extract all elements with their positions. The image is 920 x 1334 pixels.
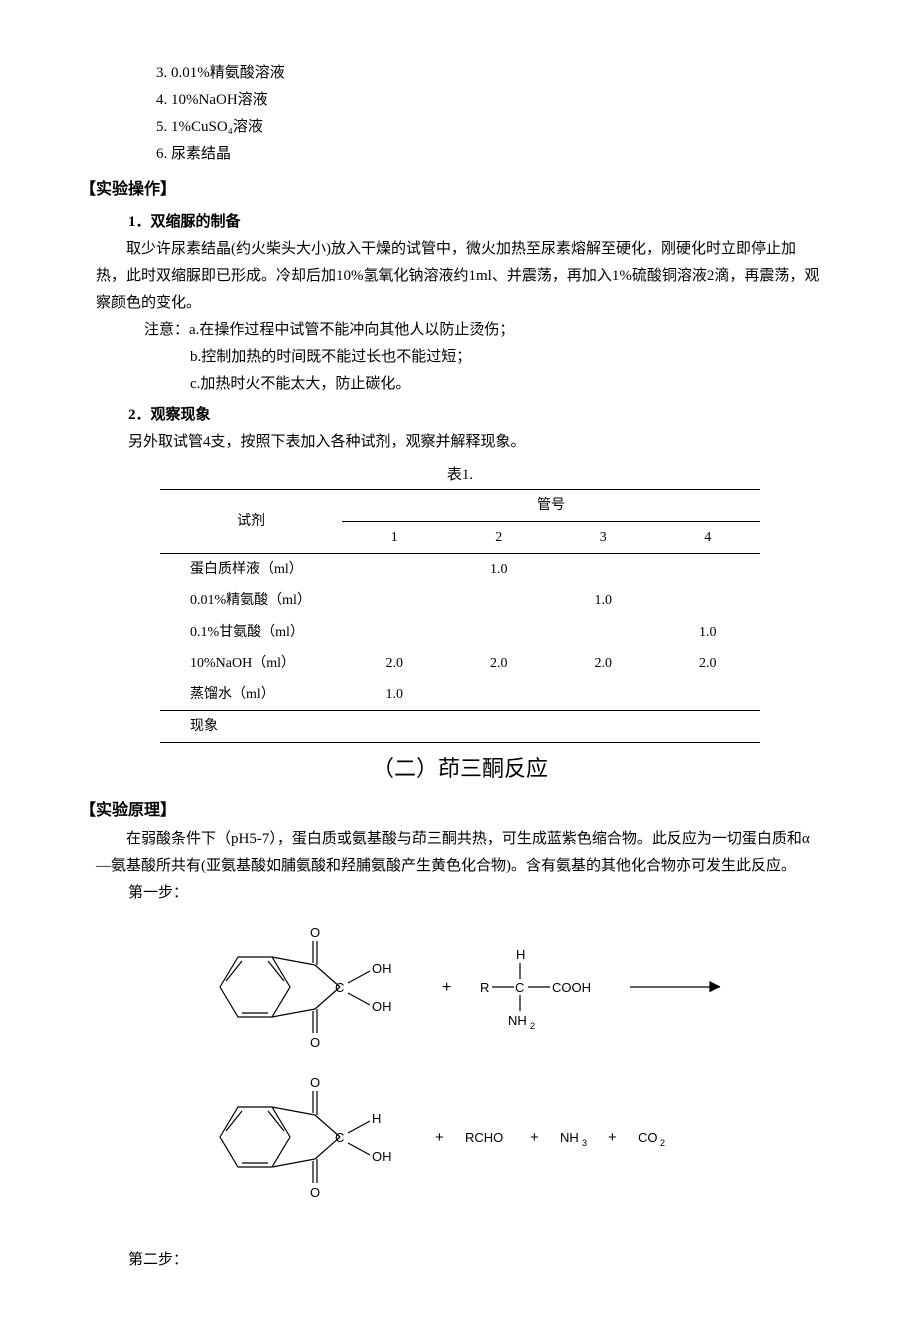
table-caption: 表1.	[80, 462, 840, 489]
svg-text:+: +	[442, 979, 451, 996]
step-one-label: 第一步：	[80, 880, 840, 907]
phenomenon-row: 现象	[160, 711, 760, 743]
section-2-title: （二）茚三酮反应	[80, 749, 840, 789]
reaction-diagram-step1: O O C OH OH + R C COOH H NH 2	[80, 917, 840, 1227]
svg-text:C: C	[515, 980, 524, 995]
svg-text:C: C	[335, 1130, 344, 1145]
svg-text:O: O	[310, 1035, 320, 1050]
note-c: c.加热时火不能太大，防止碳化。	[80, 371, 840, 398]
section-heading-operations: 【实验操作】	[80, 176, 840, 205]
col-3: 3	[551, 521, 656, 553]
table-row: 蛋白质样液（ml） 1.0	[160, 554, 760, 586]
svg-text:CO: CO	[638, 1130, 658, 1145]
svg-text:OH: OH	[372, 999, 392, 1014]
table-row: 0.01%精氨酸（ml） 1.0	[160, 585, 760, 616]
svg-text:O: O	[310, 925, 320, 940]
svg-text:NH: NH	[560, 1130, 579, 1145]
th-reagent: 试剂	[160, 489, 342, 553]
principle-heading: 【实验原理】	[80, 797, 840, 826]
table-row: 0.1%甘氨酸（ml） 1.0	[160, 617, 760, 648]
svg-text:+: +	[608, 1129, 617, 1146]
note-b: b.控制加热的时间既不能过长也不能过短；	[80, 344, 840, 371]
svg-text:+: +	[435, 1129, 444, 1146]
reagent-item: 6. 尿素结晶	[80, 141, 840, 168]
step2-paragraph: 另外取试管4支，按照下表加入各种试剂，观察并解释现象。	[80, 429, 840, 456]
note-a: 注意：a.在操作过程中试管不能冲向其他人以防止烫伤；	[80, 317, 840, 344]
principle-paragraph: 在弱酸条件下（pH5-7），蛋白质或氨基酸与茚三酮共热，可生成蓝紫色缩合物。此反…	[80, 826, 840, 880]
svg-text:R: R	[480, 980, 489, 995]
step1-paragraph: 取少许尿素结晶(约火柴头大小)放入干燥的试管中，微火加热至尿素熔解至硬化，刚硬化…	[80, 236, 840, 317]
th-tube: 管号	[342, 489, 760, 521]
svg-text:2: 2	[530, 1021, 535, 1031]
svg-text:C: C	[335, 980, 344, 995]
svg-text:COOH: COOH	[552, 980, 591, 995]
svg-text:2: 2	[660, 1138, 665, 1148]
svg-text:RCHO: RCHO	[465, 1130, 503, 1145]
col-2: 2	[447, 521, 552, 553]
svg-text:3: 3	[582, 1138, 587, 1148]
svg-text:H: H	[372, 1111, 381, 1126]
step1-heading: 1．双缩脲的制备	[80, 209, 840, 236]
svg-text:OH: OH	[372, 961, 392, 976]
svg-text:+: +	[530, 1129, 539, 1146]
reagent-item: 5. 1%CuSO₄溶液	[80, 114, 840, 141]
svg-text:O: O	[310, 1185, 320, 1200]
table-row: 10%NaOH（ml） 2.0 2.0 2.0 2.0	[160, 648, 760, 679]
svg-text:H: H	[516, 947, 525, 962]
svg-text:OH: OH	[372, 1149, 392, 1164]
step2-heading: 2．观察现象	[80, 402, 840, 429]
svg-text:O: O	[310, 1075, 320, 1090]
reagent-item: 3. 0.01%精氨酸溶液	[80, 60, 840, 87]
col-1: 1	[342, 521, 447, 553]
svg-text:NH: NH	[508, 1013, 527, 1028]
reagent-item: 4. 10%NaOH溶液	[80, 87, 840, 114]
step-two-label: 第二步：	[80, 1247, 840, 1274]
table-row: 蒸馏水（ml） 1.0	[160, 679, 760, 711]
col-4: 4	[656, 521, 761, 553]
reagent-table: 试剂 管号 1 2 3 4 蛋白质样液（ml） 1.0 0.01%精氨酸（ml）…	[160, 489, 760, 744]
